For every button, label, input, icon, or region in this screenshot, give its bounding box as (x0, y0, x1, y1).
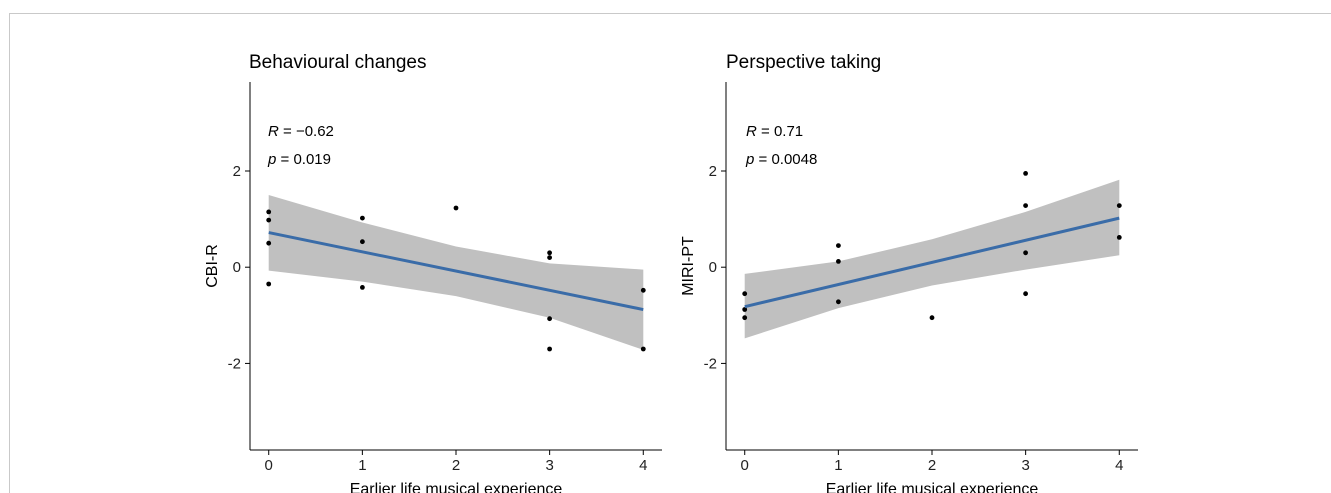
data-point (836, 299, 841, 305)
data-point (266, 240, 272, 246)
frame-left-border (9, 13, 10, 493)
x-tick-label: 4 (639, 457, 647, 474)
y-tick-label: 0 (709, 259, 717, 276)
regression-line (744, 216, 1120, 309)
data-point (929, 315, 935, 321)
data-point (547, 316, 552, 322)
data-point (742, 307, 748, 312)
data-point (1116, 235, 1122, 240)
data-point (266, 281, 272, 287)
y-tick-label: -2 (704, 355, 717, 372)
data-point (640, 346, 646, 352)
x-tick-label: 0 (741, 457, 749, 474)
data-point (742, 315, 748, 321)
data-point (640, 287, 646, 293)
data-point (360, 239, 365, 245)
y-tick-label: 2 (233, 163, 241, 180)
regression-line (268, 231, 644, 312)
p-value-label: p = 0.019 (267, 151, 331, 168)
data-point (836, 259, 841, 264)
y-tick-label: 2 (709, 163, 717, 180)
confidence-band (744, 179, 1120, 339)
correlation-r-label: R = −0.62 (268, 123, 334, 140)
panel-title: Perspective taking (726, 52, 881, 73)
x-tick-label: 1 (358, 457, 366, 474)
data-point (1023, 203, 1028, 209)
x-tick-label: 0 (265, 457, 273, 474)
correlation-r-label: R = 0.71 (746, 123, 803, 140)
data-point (547, 346, 552, 352)
data-point (547, 255, 552, 260)
x-axis-label: Earlier life musical experience (826, 481, 1039, 493)
y-axis-label: MIRI-PT (680, 236, 697, 296)
x-tick-label: 2 (928, 457, 936, 474)
data-point (360, 285, 365, 290)
data-point (1116, 203, 1122, 209)
data-point (1023, 291, 1028, 297)
x-tick-label: 3 (1021, 457, 1029, 474)
data-point (836, 243, 841, 249)
data-point (453, 205, 459, 211)
frame-top-border (9, 13, 1331, 14)
panel-2: 0 1 2 3 4 -2 0 2 Perspective taking Earlier life … (680, 52, 1138, 493)
y-tick-label: -2 (228, 355, 241, 372)
data-point (266, 209, 272, 215)
y-tick-label: 0 (233, 259, 241, 276)
x-tick-label: 1 (834, 457, 842, 474)
data-point (360, 215, 365, 221)
data-point (742, 291, 748, 297)
data-point (266, 217, 272, 223)
data-point (1023, 171, 1028, 176)
x-tick-label: 4 (1115, 457, 1123, 474)
x-axis-label: Earlier life musical experience (350, 481, 563, 493)
y-axis-label: CBI-R (204, 244, 221, 288)
panel-title: Behavioural changes (249, 52, 426, 73)
panel-1: 0 1 2 3 4 -2 0 2 Behavioural changes Earlier life… (204, 52, 662, 493)
data-point (547, 250, 552, 256)
data-point (1023, 250, 1028, 256)
p-value-label: p = 0.0048 (745, 151, 817, 168)
x-tick-label: 3 (545, 457, 553, 474)
x-tick-label: 2 (452, 457, 460, 474)
